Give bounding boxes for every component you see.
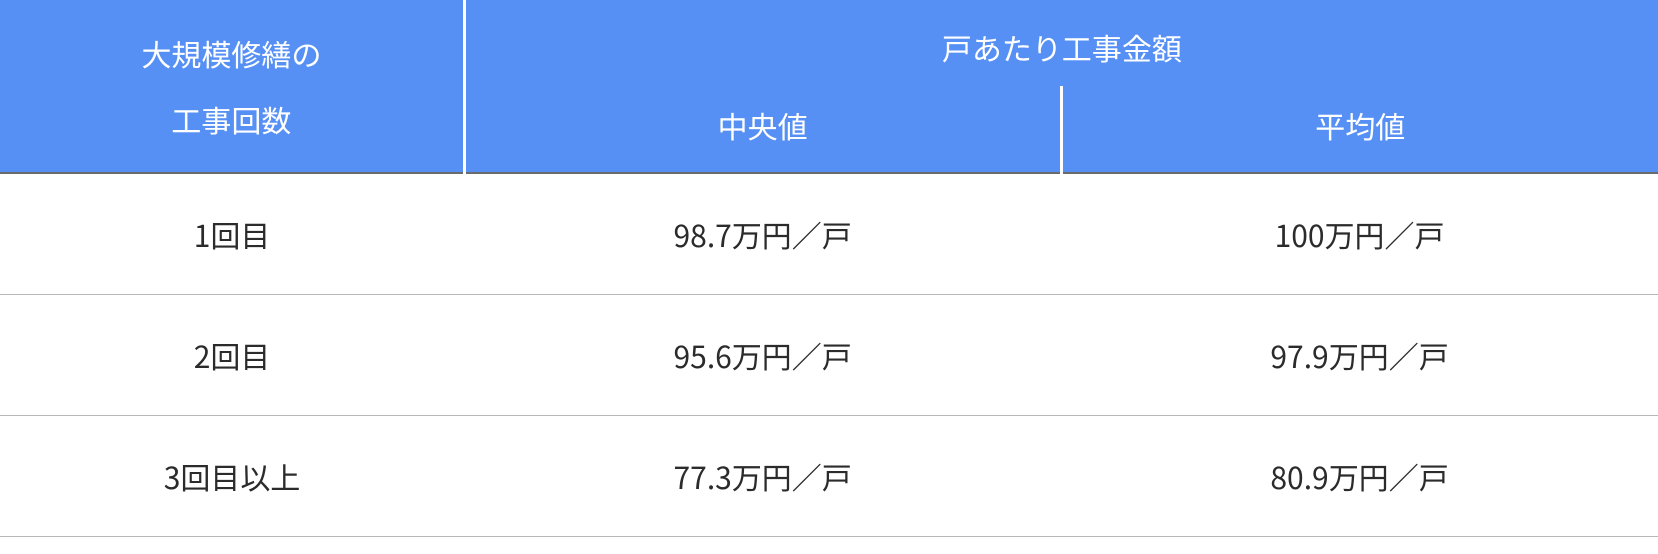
header-col1-line1: 大規模修繕の xyxy=(141,31,321,75)
row-average: 100万円／戸 xyxy=(1061,173,1658,295)
row-median: 95.6万円／戸 xyxy=(464,295,1061,416)
row-median: 98.7万円／戸 xyxy=(464,173,1061,295)
row-label: 3回目以上 xyxy=(0,416,464,537)
table-row: 3回目以上 77.3万円／戸 80.9万円／戸 xyxy=(0,416,1658,537)
table-row: 1回目 98.7万円／戸 100万円／戸 xyxy=(0,173,1658,295)
header-per-unit-cost: 戸あたり工事金額 xyxy=(464,0,1658,86)
header-col1-line2: 工事回数 xyxy=(171,97,291,141)
header-median: 中央値 xyxy=(464,86,1061,173)
row-label: 1回目 xyxy=(0,173,464,295)
header-average: 平均値 xyxy=(1061,86,1658,173)
table-row: 2回目 95.6万円／戸 97.9万円／戸 xyxy=(0,295,1658,416)
repair-cost-table: 大規模修繕の 工事回数 戸あたり工事金額 中央値 平均値 1回目 98.7万円／… xyxy=(0,0,1658,537)
row-median: 77.3万円／戸 xyxy=(464,416,1061,537)
table-body: 1回目 98.7万円／戸 100万円／戸 2回目 95.6万円／戸 97.9万円… xyxy=(0,173,1658,537)
row-label: 2回目 xyxy=(0,295,464,416)
header-construction-count: 大規模修繕の 工事回数 xyxy=(0,0,464,173)
repair-cost-table-container: 大規模修繕の 工事回数 戸あたり工事金額 中央値 平均値 1回目 98.7万円／… xyxy=(0,0,1658,537)
row-average: 97.9万円／戸 xyxy=(1061,295,1658,416)
table-header: 大規模修繕の 工事回数 戸あたり工事金額 中央値 平均値 xyxy=(0,0,1658,173)
row-average: 80.9万円／戸 xyxy=(1061,416,1658,537)
